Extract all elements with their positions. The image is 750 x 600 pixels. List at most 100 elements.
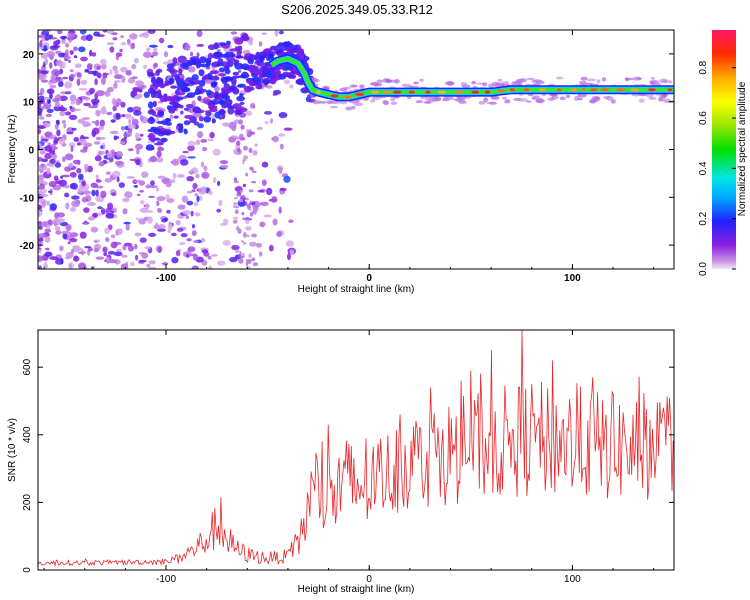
spectral-ridge-blob xyxy=(191,57,197,66)
spectral-noise-blob xyxy=(234,209,239,215)
spectral-halo-blob xyxy=(342,86,352,90)
spectral-noise-blob xyxy=(259,221,266,228)
spectral-noise-blob xyxy=(55,230,62,235)
spectral-noise-blob xyxy=(80,79,88,86)
ridge-hotspot xyxy=(330,94,339,98)
spectral-ridge-blob xyxy=(292,48,298,52)
spectral-noise-blob xyxy=(102,72,110,76)
spectral-noise-blob xyxy=(156,157,164,163)
spectral-noise-blob xyxy=(239,255,245,258)
ridge-hotspot xyxy=(437,90,447,94)
spectral-noise-blob xyxy=(63,54,69,58)
spectral-noise-blob xyxy=(115,53,119,61)
spectral-noise-blob xyxy=(191,224,196,229)
spectral-ridge-blob xyxy=(147,101,154,109)
spectral-noise-blob xyxy=(129,33,138,40)
spectral-noise-blob xyxy=(285,240,294,248)
spectral-noise-blob xyxy=(127,148,134,152)
spectral-noise-blob xyxy=(139,33,145,38)
spectral-noise-blob xyxy=(122,245,127,251)
spectral-noise-blob xyxy=(89,87,95,95)
spectral-noise-blob xyxy=(59,245,64,252)
spectral-noise-blob xyxy=(278,112,288,119)
spectral-noise-blob xyxy=(73,108,82,112)
spectral-noise-blob xyxy=(136,193,141,197)
spectral-halo-blob xyxy=(424,96,435,101)
spectral-ridge-blob xyxy=(237,83,246,88)
spectral-noise-blob xyxy=(248,189,254,193)
spectral-halo-blob xyxy=(461,97,466,102)
spectral-ridge-blob xyxy=(183,128,188,135)
spectral-halo-blob xyxy=(471,80,476,85)
spectral-noise-blob xyxy=(97,150,103,155)
spectral-noise-blob xyxy=(186,200,194,206)
spectral-ridge-blob xyxy=(172,95,179,99)
spectral-ridge-blob xyxy=(178,104,184,109)
snr-plot-area xyxy=(38,330,674,570)
spectrogram-xtick-label: 0 xyxy=(366,273,372,284)
spectral-noise-blob xyxy=(239,251,242,257)
spectral-noise-blob xyxy=(87,63,93,69)
spectral-noise-blob xyxy=(108,259,117,264)
spectral-noise-blob xyxy=(82,146,88,150)
ridge-hotspot xyxy=(355,92,365,96)
spectral-noise-blob xyxy=(60,258,64,265)
spectral-noise-blob xyxy=(237,147,241,153)
spectral-noise-blob xyxy=(259,201,269,206)
spectral-noise-blob xyxy=(238,134,243,139)
spectral-noise-blob xyxy=(241,212,245,216)
spectral-ridge-blob xyxy=(268,55,275,60)
spectral-noise-blob xyxy=(166,209,171,214)
spectral-halo-blob xyxy=(605,96,614,101)
spectral-halo-blob xyxy=(649,81,655,85)
spectral-noise-blob xyxy=(106,151,113,159)
spectral-noise-blob xyxy=(41,221,48,228)
spectral-noise-blob xyxy=(120,66,128,73)
spectral-noise-blob xyxy=(38,107,43,115)
spectral-noise-blob xyxy=(95,90,105,97)
spectral-ridge-blob xyxy=(243,85,251,91)
spectral-noise-blob xyxy=(249,167,253,170)
spectral-noise-blob xyxy=(65,224,72,231)
spectral-noise-blob xyxy=(126,38,131,45)
spectral-noise-blob xyxy=(72,159,81,165)
spectral-halo-blob xyxy=(338,101,348,105)
spectral-ridge-blob xyxy=(177,55,187,63)
spectral-noise-blob xyxy=(249,130,253,137)
spectral-noise-blob xyxy=(191,230,197,237)
ridge-hotspot xyxy=(648,88,656,92)
spectral-halo-blob xyxy=(415,100,424,104)
spectral-noise-blob xyxy=(88,216,96,221)
spectral-noise-blob xyxy=(38,34,47,39)
spectral-noise-blob xyxy=(274,30,279,37)
ridge-hotspot xyxy=(600,88,610,92)
spectral-noise-blob xyxy=(64,184,69,189)
spectral-noise-blob xyxy=(135,143,143,150)
spectral-noise-blob xyxy=(40,79,49,83)
spectral-ridge-blob xyxy=(234,37,244,45)
spectrogram-marks xyxy=(38,30,674,269)
spectral-noise-blob xyxy=(196,139,201,146)
spectral-noise-blob xyxy=(56,218,65,224)
spectral-ridge-blob xyxy=(206,89,212,96)
spectral-noise-blob xyxy=(86,34,93,42)
spectral-noise-blob xyxy=(263,214,272,218)
spectral-noise-blob xyxy=(38,233,47,239)
spectral-noise-blob xyxy=(120,35,124,39)
spectral-noise-blob xyxy=(77,262,87,269)
spectral-noise-blob xyxy=(197,123,204,129)
spectral-noise-blob xyxy=(245,172,249,177)
spectral-noise-blob xyxy=(39,116,45,120)
spectral-noise-blob xyxy=(289,249,295,255)
spectral-ridge-blob xyxy=(197,95,202,102)
spectral-noise-blob xyxy=(38,73,45,81)
spectral-ridge-blob xyxy=(198,69,205,77)
spectrogram-plot-area xyxy=(38,30,674,269)
spectral-noise-blob xyxy=(41,38,45,42)
spectral-noise-blob xyxy=(99,58,107,66)
spectral-ridge-blob xyxy=(217,73,227,77)
spectrogram-ytick-label: 20 xyxy=(23,50,35,61)
spectral-ridge-blob xyxy=(156,89,162,96)
spectral-noise-blob xyxy=(131,64,137,70)
spectral-noise-blob xyxy=(242,183,247,188)
